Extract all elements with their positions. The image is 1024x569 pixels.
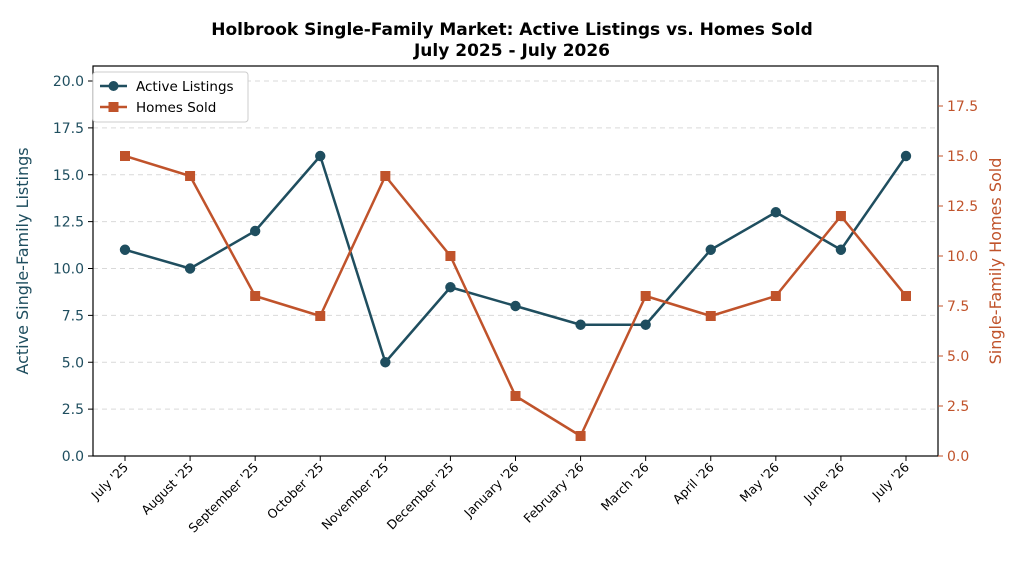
data-point-circle xyxy=(119,244,131,255)
legend-label-homes-sold: Homes Sold xyxy=(136,100,216,116)
data-point-square xyxy=(380,171,391,181)
left-tick-label: 17.5 xyxy=(53,121,84,137)
legend-box xyxy=(92,71,249,123)
x-tick-label: September '25 xyxy=(185,460,261,536)
x-tick-label: April '26 xyxy=(670,459,717,506)
left-tick-label: 2.5 xyxy=(62,402,84,418)
data-point-square xyxy=(120,151,130,161)
x-tick-label: December '25 xyxy=(384,460,457,533)
legend-entry-homes-sold: Homes Sold xyxy=(100,100,216,116)
legend-entry-active-listings: Active Listings xyxy=(100,79,234,95)
data-point-circle xyxy=(835,244,847,255)
axes: 0.0 2.5 5.0 7.5 10.0 12.5 15.0 17.5 20.0 0.0 2.5 5.… xyxy=(53,65,978,536)
chart-subtitle: July 2025 - July 2026 xyxy=(413,41,610,61)
x-tick-label: June '26 xyxy=(800,459,847,506)
left-tick-label: 0.0 xyxy=(62,449,84,465)
x-tick-label: November '25 xyxy=(318,460,391,533)
data-point-circle xyxy=(575,319,586,330)
legend-marker-square-icon xyxy=(108,102,119,112)
chart-title: Holbrook Single-Family Market: Active Li… xyxy=(211,20,813,40)
right-tick-label: 7.5 xyxy=(947,299,969,315)
right-tick-label: 12.5 xyxy=(947,199,978,215)
data-point-circle xyxy=(249,225,261,237)
data-point-square xyxy=(770,291,781,301)
data-point-square xyxy=(315,311,326,321)
x-tick-label: October '25 xyxy=(264,460,326,522)
data-point-square xyxy=(835,211,846,221)
left-tick-label: 20.0 xyxy=(53,74,84,90)
data-point-circle xyxy=(770,207,782,218)
data-point-square xyxy=(575,431,586,441)
right-tick-label: 5.0 xyxy=(947,349,969,365)
x-tick-label: January '26 xyxy=(460,459,521,520)
data-point-circle xyxy=(445,282,456,293)
x-tick-label: July '26 xyxy=(868,459,912,503)
right-tick-label: 17.5 xyxy=(947,99,978,115)
x-tick-label: March '26 xyxy=(598,459,652,513)
right-tick-label: 10.0 xyxy=(947,249,978,265)
legend-marker-circle-icon xyxy=(108,81,119,91)
data-point-circle xyxy=(900,150,912,162)
data-point-circle xyxy=(380,357,391,368)
data-point-circle xyxy=(184,263,196,274)
legend: Active Listings Homes Sold xyxy=(92,71,249,123)
data-point-square xyxy=(901,291,911,301)
data-point-square xyxy=(185,171,196,181)
legend-label-active-listings: Active Listings xyxy=(136,79,234,95)
data-point-circle xyxy=(640,319,651,330)
left-tick-label: 10.0 xyxy=(53,262,84,278)
x-tick-label: August '25 xyxy=(138,460,196,518)
x-tick-label: May '26 xyxy=(737,459,782,504)
x-tick-label: July '25 xyxy=(87,460,131,504)
data-point-square xyxy=(640,291,651,301)
left-tick-label: 15.0 xyxy=(53,168,84,184)
series-lines xyxy=(119,150,912,441)
data-point-square xyxy=(510,391,521,401)
right-tick-label: 0.0 xyxy=(947,449,969,465)
data-point-square xyxy=(445,251,456,261)
left-tick-label: 7.5 xyxy=(62,308,84,324)
data-point-square xyxy=(705,311,716,321)
left-tick-label: 5.0 xyxy=(62,355,84,371)
right-tick-label: 2.5 xyxy=(947,399,969,415)
data-point-square xyxy=(250,291,261,301)
left-axis-label: Active Single-Family Listings xyxy=(13,147,32,374)
left-tick-label: 12.5 xyxy=(53,215,84,231)
data-point-circle xyxy=(705,244,716,255)
series-line xyxy=(124,154,908,364)
data-point-circle xyxy=(315,150,326,162)
right-tick-label: 15.0 xyxy=(947,149,978,165)
right-axis-label: Single-Family Homes Sold xyxy=(986,158,1005,365)
data-point-circle xyxy=(510,300,521,312)
x-tick-label: February '26 xyxy=(520,459,586,525)
